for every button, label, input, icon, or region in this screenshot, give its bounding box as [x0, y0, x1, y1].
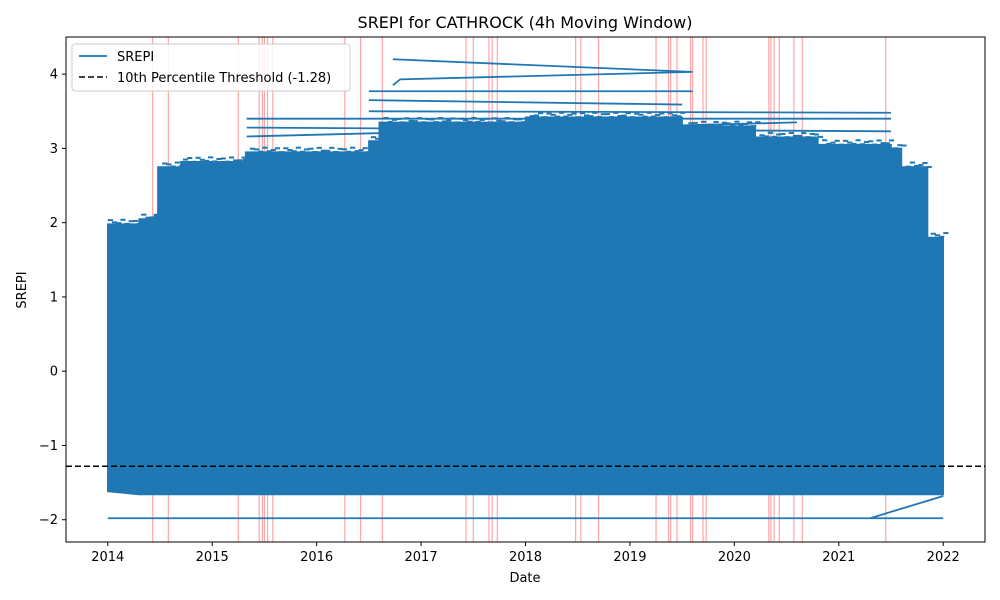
y-tick-label-3: 3 [50, 142, 58, 157]
y-axis-label: SREPI [15, 271, 30, 308]
legend-srepi-label: SREPI [117, 50, 154, 65]
y-tick-label--2: −2 [39, 513, 58, 528]
chart-title: SREPI for CATHROCK (4h Moving Window) [358, 13, 693, 32]
x-tick-label-2020: 2020 [718, 550, 751, 565]
legend-box [71, 43, 351, 92]
x-tick-label-2018: 2018 [509, 550, 542, 565]
legend-threshold-label: 10th Percentile Threshold (-1.28) [117, 71, 331, 86]
srepi-stray-8 [869, 495, 944, 520]
x-axis: 2014 2015 2016 2017 2018 2019 2020 2021 2022 [91, 542, 960, 565]
x-tick-label-2022: 2022 [927, 550, 960, 565]
x-tick-label-2016: 2016 [300, 550, 333, 565]
x-tick-label-2015: 2015 [196, 550, 229, 565]
srepi-stray-2 [368, 99, 683, 106]
x-tick-label-2019: 2019 [613, 550, 646, 565]
srepi-stray-0 [392, 58, 693, 86]
srepi-stray-3 [368, 110, 892, 114]
y-axis: −2 −1 0 1 2 3 4 [39, 68, 66, 528]
y-tick-label-0: 0 [50, 365, 58, 380]
srepi-stray-6 [246, 121, 798, 138]
y-tick-label-4: 4 [50, 68, 58, 83]
y-tick-label--1: −1 [39, 439, 58, 454]
y-tick-label-1: 1 [50, 290, 58, 305]
srepi-stray-lines [107, 58, 944, 520]
x-tick-label-2017: 2017 [405, 550, 438, 565]
y-tick-label-2: 2 [50, 216, 58, 231]
legend: SREPI 10th Percentile Threshold (-1.28) [71, 43, 351, 92]
srepi-stray-5 [246, 126, 892, 133]
x-tick-label-2021: 2021 [822, 550, 855, 565]
srepi-series [107, 111, 949, 496]
srepi-envelope [107, 116, 944, 496]
x-tick-label-2014: 2014 [91, 550, 124, 565]
x-axis-label: Date [509, 571, 540, 586]
